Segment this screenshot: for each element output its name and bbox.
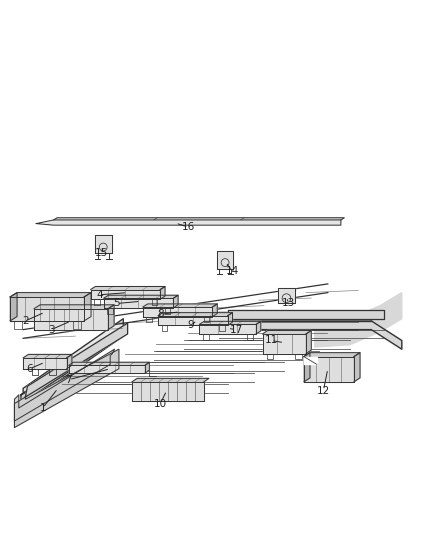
Polygon shape bbox=[199, 321, 261, 325]
Polygon shape bbox=[34, 309, 108, 329]
Polygon shape bbox=[69, 365, 145, 373]
Polygon shape bbox=[304, 357, 354, 382]
Polygon shape bbox=[21, 329, 119, 403]
Polygon shape bbox=[228, 313, 233, 325]
Polygon shape bbox=[23, 354, 72, 358]
Polygon shape bbox=[23, 358, 67, 369]
Polygon shape bbox=[256, 321, 261, 334]
Text: 3: 3 bbox=[48, 325, 55, 335]
Polygon shape bbox=[158, 316, 228, 325]
Text: 14: 14 bbox=[226, 266, 239, 276]
Polygon shape bbox=[67, 354, 72, 369]
Polygon shape bbox=[278, 288, 295, 303]
Polygon shape bbox=[25, 323, 127, 397]
Polygon shape bbox=[160, 287, 165, 299]
Text: 13: 13 bbox=[282, 298, 295, 309]
Polygon shape bbox=[304, 353, 360, 357]
Text: 9: 9 bbox=[187, 320, 194, 330]
Text: 12: 12 bbox=[317, 385, 330, 395]
Text: 8: 8 bbox=[157, 309, 163, 319]
Polygon shape bbox=[210, 321, 402, 349]
Polygon shape bbox=[173, 295, 178, 308]
Polygon shape bbox=[143, 307, 212, 317]
Text: 11: 11 bbox=[265, 335, 278, 345]
Polygon shape bbox=[14, 349, 115, 421]
Polygon shape bbox=[304, 357, 317, 365]
Polygon shape bbox=[132, 382, 204, 401]
Polygon shape bbox=[36, 220, 341, 225]
Polygon shape bbox=[158, 313, 233, 316]
Polygon shape bbox=[210, 312, 371, 321]
Polygon shape bbox=[217, 251, 233, 269]
Polygon shape bbox=[143, 304, 217, 307]
Polygon shape bbox=[315, 293, 402, 347]
Polygon shape bbox=[199, 325, 256, 334]
Polygon shape bbox=[354, 353, 360, 382]
Polygon shape bbox=[23, 319, 123, 406]
Polygon shape bbox=[228, 310, 385, 319]
Polygon shape bbox=[14, 349, 119, 427]
Text: 6: 6 bbox=[26, 364, 33, 374]
Text: 16: 16 bbox=[182, 222, 195, 232]
Polygon shape bbox=[84, 293, 91, 321]
Polygon shape bbox=[95, 235, 112, 254]
Text: 5: 5 bbox=[113, 298, 120, 309]
Text: 4: 4 bbox=[96, 290, 102, 300]
Polygon shape bbox=[69, 362, 149, 365]
Polygon shape bbox=[10, 293, 91, 297]
Polygon shape bbox=[304, 353, 310, 382]
Polygon shape bbox=[306, 330, 311, 353]
Polygon shape bbox=[10, 297, 84, 321]
Polygon shape bbox=[91, 287, 165, 289]
Polygon shape bbox=[21, 325, 125, 395]
Text: 17: 17 bbox=[230, 325, 243, 335]
Text: 15: 15 bbox=[95, 248, 108, 259]
Polygon shape bbox=[262, 330, 311, 334]
Polygon shape bbox=[145, 362, 149, 373]
Polygon shape bbox=[212, 304, 217, 317]
Polygon shape bbox=[34, 305, 114, 309]
Polygon shape bbox=[104, 295, 178, 298]
Text: 1: 1 bbox=[39, 403, 46, 413]
Polygon shape bbox=[53, 218, 344, 220]
Polygon shape bbox=[10, 293, 17, 321]
Text: 2: 2 bbox=[22, 316, 28, 326]
Text: 7: 7 bbox=[66, 375, 72, 385]
Polygon shape bbox=[91, 289, 160, 299]
Polygon shape bbox=[262, 334, 306, 353]
Text: 10: 10 bbox=[154, 399, 167, 409]
Polygon shape bbox=[108, 305, 114, 329]
Polygon shape bbox=[132, 378, 209, 382]
Polygon shape bbox=[104, 298, 173, 308]
